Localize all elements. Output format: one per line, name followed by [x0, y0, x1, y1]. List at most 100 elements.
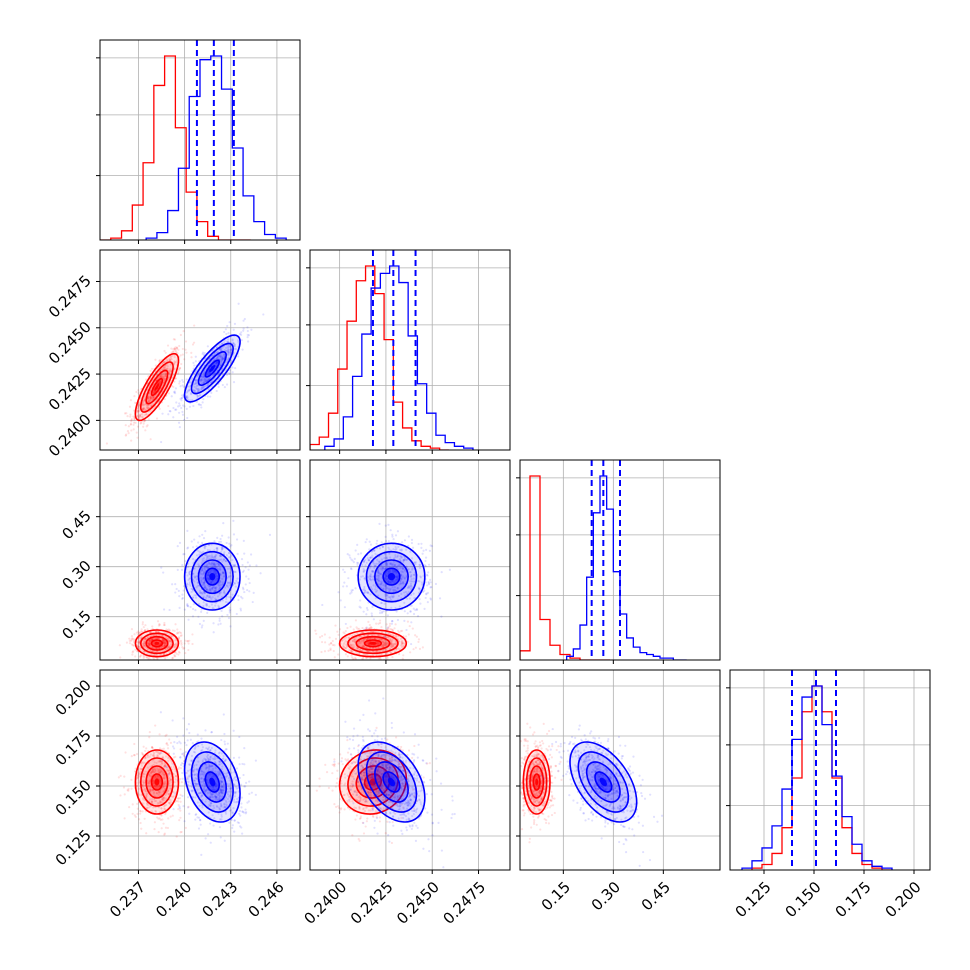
histogram-series-0 — [100, 55, 251, 240]
y-tick-label: 0.150 — [52, 776, 95, 819]
x-tick-label: 0.15 — [538, 878, 574, 914]
x-tick-label: 0.240 — [152, 878, 195, 921]
scatter-series-1 — [159, 711, 257, 856]
contour-2 — [190, 751, 234, 813]
grid-0-0 — [100, 40, 300, 240]
contour-1 — [145, 765, 169, 799]
contour-0 — [363, 773, 383, 791]
y-tick-label: 0.2475 — [45, 272, 95, 322]
contour-1 — [145, 635, 169, 651]
density-level-4 — [535, 778, 539, 786]
contour-2 — [190, 550, 234, 603]
contour-0 — [204, 359, 221, 378]
density-level-4 — [369, 778, 377, 786]
panel-frame — [99, 249, 301, 451]
panel-content — [310, 250, 474, 450]
density-level-4 — [209, 364, 216, 373]
histogram-series-1 — [566, 475, 687, 660]
contour-1 — [197, 761, 227, 803]
contour-1 — [197, 559, 227, 595]
contour-3 — [183, 741, 241, 823]
y-tick-label: 0.2400 — [45, 410, 95, 460]
panel-1-0 — [96, 249, 301, 454]
x-tick-label: 0.150 — [782, 878, 825, 921]
contour-0 — [150, 377, 164, 397]
grid-1-1 — [310, 250, 510, 450]
panel-content — [118, 519, 272, 660]
panel-frame — [309, 669, 511, 871]
density-level-4 — [599, 777, 607, 787]
contour-3 — [357, 542, 426, 611]
panel-frame — [99, 459, 301, 661]
grid-2-1 — [310, 460, 510, 660]
histogram-series-1 — [324, 265, 474, 450]
contour-2 — [139, 632, 174, 655]
contour-3 — [338, 629, 408, 658]
density-level-4 — [387, 777, 396, 787]
contour-0 — [363, 639, 383, 648]
panel-frame — [309, 249, 511, 451]
y-tick-label: 0.30 — [58, 557, 94, 593]
y-tick-label: 0.2450 — [45, 318, 95, 368]
panel-content — [310, 522, 451, 660]
contour-0 — [204, 567, 221, 586]
panel-content — [100, 40, 287, 240]
x-tick-label: 0.30 — [588, 878, 624, 914]
contour-0 — [382, 567, 401, 586]
contour-1 — [374, 761, 409, 803]
y-tick-label: 0.45 — [58, 507, 94, 543]
contour-3 — [183, 334, 241, 403]
y-tick-label: 0.15 — [58, 607, 94, 643]
panel-content — [315, 697, 456, 869]
panel-frame — [729, 669, 931, 871]
x-tick-label: 0.237 — [106, 878, 149, 921]
panel-1-1 — [306, 249, 511, 454]
y-tick-label: 0.175 — [52, 726, 95, 769]
panel-content — [117, 711, 257, 856]
panel-content — [741, 670, 893, 870]
contour-2 — [347, 757, 399, 807]
contour-3 — [183, 542, 241, 611]
contour-3 — [357, 741, 426, 823]
x-tick-label: 0.243 — [198, 878, 241, 921]
contour-3 — [522, 749, 551, 815]
histogram-series-1 — [145, 55, 287, 240]
grid-2-0 — [100, 460, 300, 660]
contour-2 — [190, 342, 234, 395]
panel-frame — [519, 669, 721, 871]
density-level-4 — [209, 573, 216, 581]
contour-1 — [585, 761, 621, 803]
panel-frame — [309, 459, 511, 661]
contour-1 — [374, 559, 409, 595]
density-level-4 — [209, 777, 216, 787]
x-tick-label: 0.2400 — [301, 878, 351, 928]
panel-2-2 — [516, 459, 721, 664]
panel-frame — [99, 669, 301, 871]
contour-2 — [347, 632, 399, 655]
contour-2 — [139, 361, 174, 413]
density-level-4 — [369, 641, 377, 645]
contour-0 — [532, 773, 541, 791]
grid-3-3 — [730, 670, 930, 870]
panel-content — [520, 460, 687, 660]
x-tick-label: 0.2425 — [347, 878, 397, 928]
contour-3 — [134, 629, 180, 658]
grid-1-0 — [100, 250, 300, 450]
panel-3-1 — [306, 669, 511, 874]
contour-1 — [355, 635, 391, 651]
x-tick-label: 0.2475 — [439, 878, 489, 928]
panel-content — [105, 302, 265, 445]
x-tick-label: 0.200 — [882, 878, 925, 921]
y-tick-label: 0.125 — [52, 826, 95, 869]
contour-2 — [577, 751, 630, 813]
panel-3-3 — [726, 669, 931, 874]
contour-1 — [197, 351, 227, 386]
panel-0-0 — [96, 39, 301, 244]
y-tick-label: 0.200 — [52, 676, 95, 719]
density-level-4 — [387, 573, 396, 581]
panel-frame — [519, 459, 721, 661]
panel-3-2 — [516, 669, 721, 874]
y-tick-label: 0.2425 — [45, 364, 95, 414]
histogram-series-0 — [310, 265, 449, 450]
contour-3 — [338, 749, 408, 815]
